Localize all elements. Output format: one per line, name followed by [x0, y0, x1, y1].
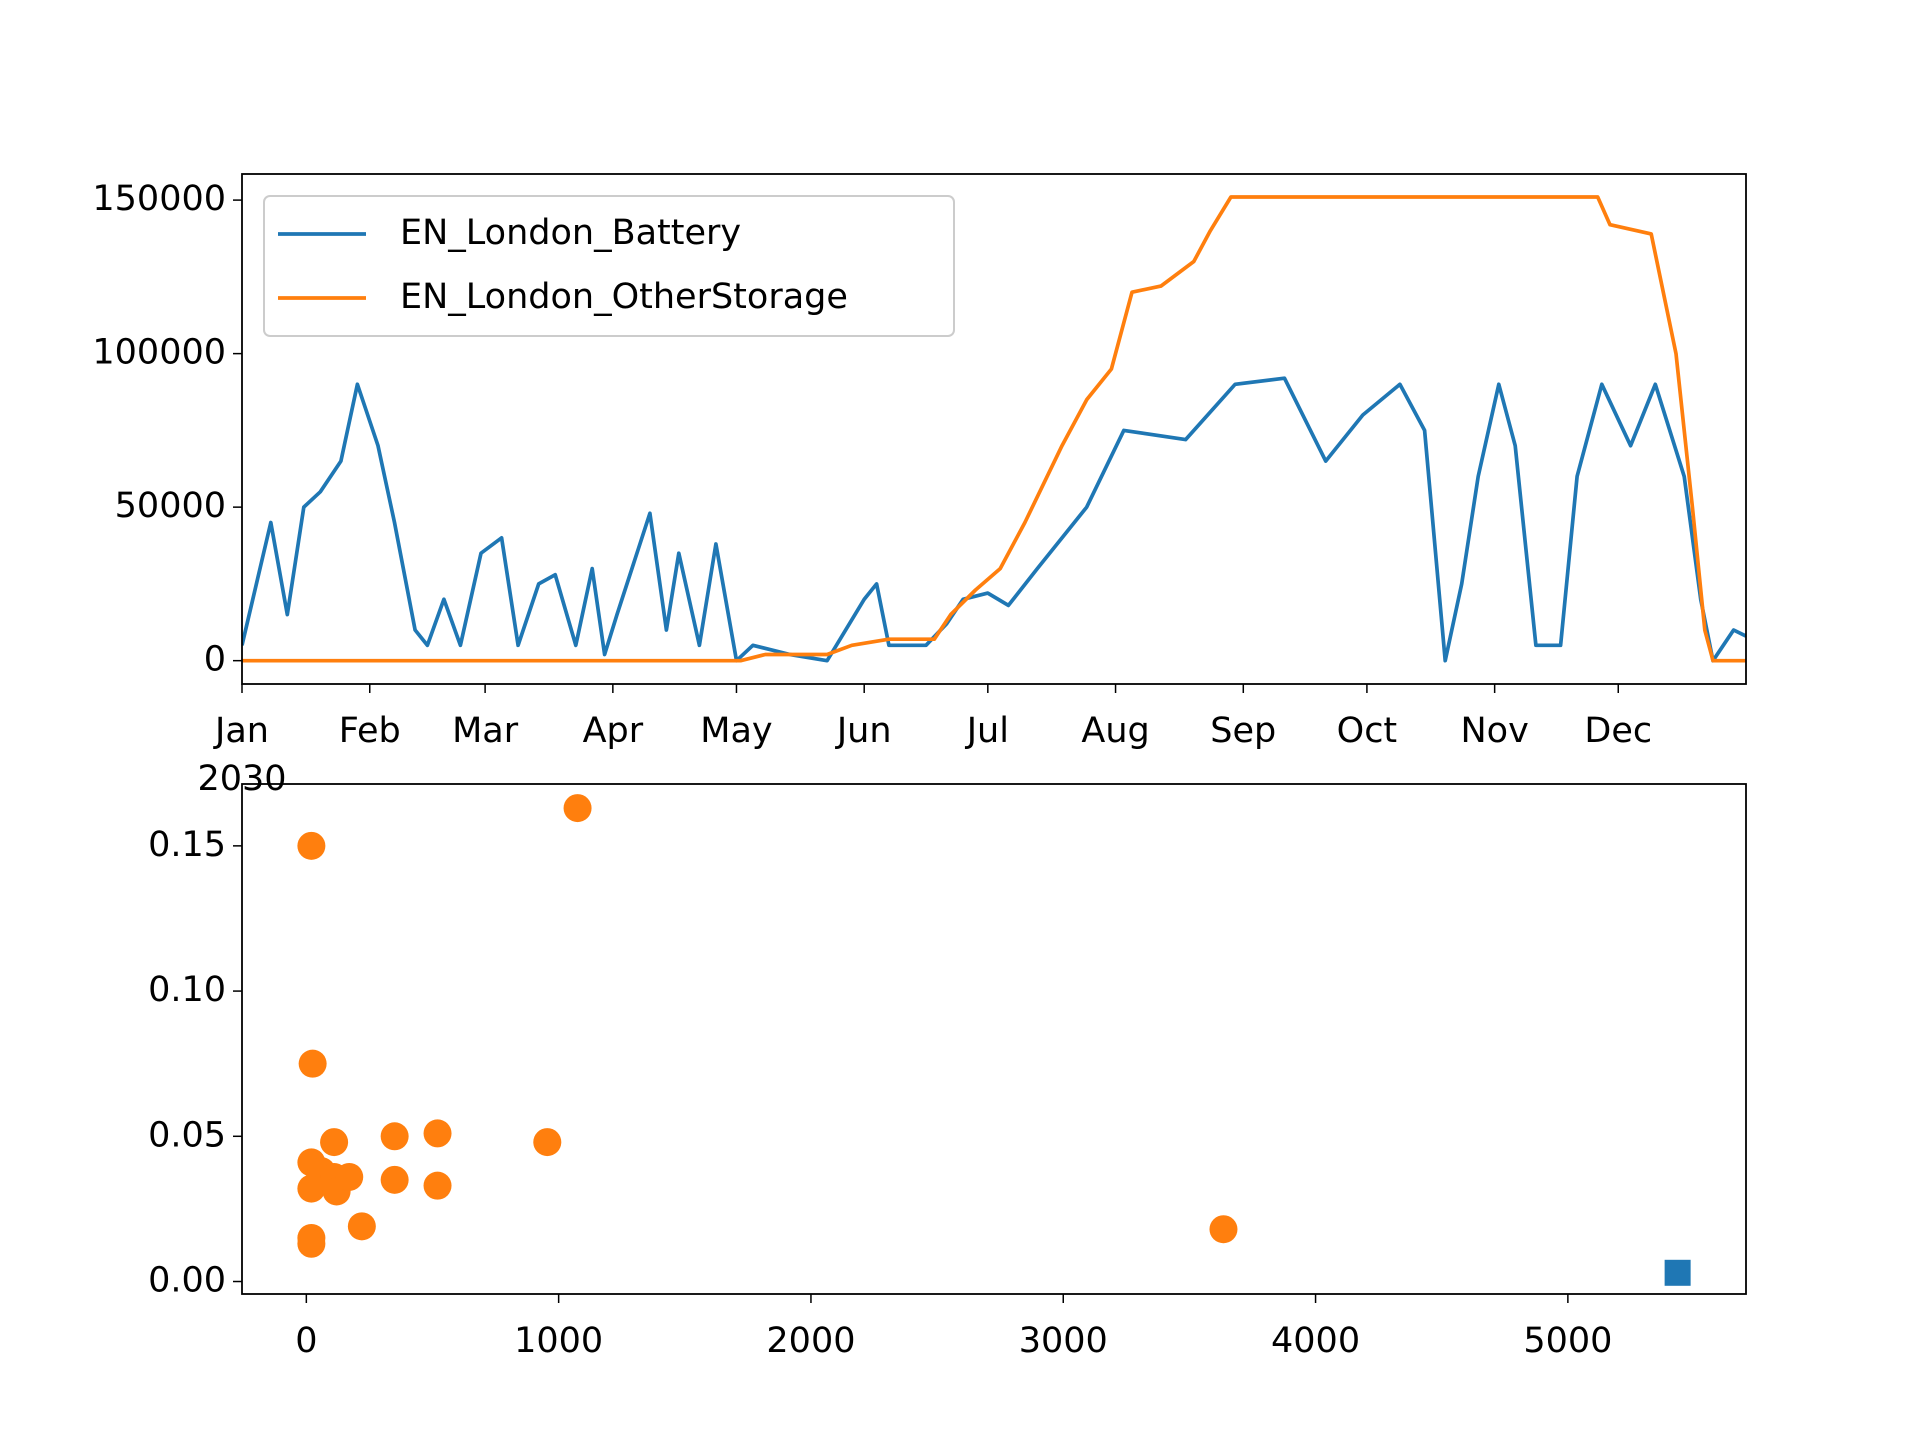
plot-area — [297, 794, 1691, 1286]
y-tick-label: 0.15 — [148, 825, 226, 865]
x-tick-label: 2000 — [766, 1321, 855, 1361]
x-tick-label: Mar — [452, 711, 519, 751]
point — [347, 1212, 376, 1241]
y-tick-label: 0.10 — [148, 970, 226, 1010]
y-tick-label: 0.00 — [148, 1261, 226, 1301]
x-tick-label: Aug — [1081, 711, 1149, 751]
x-tick-label: Dec — [1584, 711, 1652, 751]
point — [335, 1162, 364, 1191]
point — [297, 831, 326, 860]
y-tick-label: 0 — [204, 640, 226, 680]
y-tick-label: 150000 — [92, 179, 226, 219]
x-tick-label: 3000 — [1019, 1321, 1108, 1361]
x-tick-label: Apr — [583, 711, 644, 751]
point — [320, 1128, 349, 1157]
point — [423, 1171, 452, 1200]
point — [533, 1128, 562, 1157]
x-tick-label: Nov — [1460, 711, 1528, 751]
legend-label: EN_London_OtherStorage — [400, 277, 848, 317]
x-tick-label: Sep — [1210, 711, 1276, 751]
x-tick-label: Jun — [835, 711, 892, 751]
point — [1664, 1259, 1691, 1286]
y-tick-label: 0.05 — [148, 1115, 226, 1155]
point — [380, 1122, 409, 1151]
x-tick-label: Feb — [339, 711, 401, 751]
point — [563, 794, 592, 823]
point — [1209, 1215, 1238, 1244]
x-tick-label: Jul — [965, 711, 1009, 751]
point — [297, 1229, 326, 1258]
point — [298, 1049, 327, 1078]
x-tick-label: Jan — [213, 711, 269, 751]
point — [380, 1165, 409, 1194]
x-tick-label: 1000 — [514, 1321, 603, 1361]
point — [423, 1119, 452, 1148]
axes-frame — [241, 173, 1747, 685]
line — [242, 376, 1746, 663]
y-tick-label: 50000 — [115, 486, 226, 526]
x-tick-label: 0 — [295, 1321, 317, 1361]
x-tick-label: May — [700, 711, 772, 751]
line — [242, 195, 1746, 663]
plot-area — [242, 195, 1746, 663]
axes-frame — [241, 783, 1747, 1295]
x-tick-label: Oct — [1337, 711, 1398, 751]
x-tick-label: 5000 — [1523, 1321, 1612, 1361]
legend-box — [263, 195, 955, 337]
x-tick-label: 4000 — [1271, 1321, 1360, 1361]
legend-label: EN_London_Battery — [400, 213, 741, 253]
y-tick-label: 100000 — [92, 333, 226, 373]
